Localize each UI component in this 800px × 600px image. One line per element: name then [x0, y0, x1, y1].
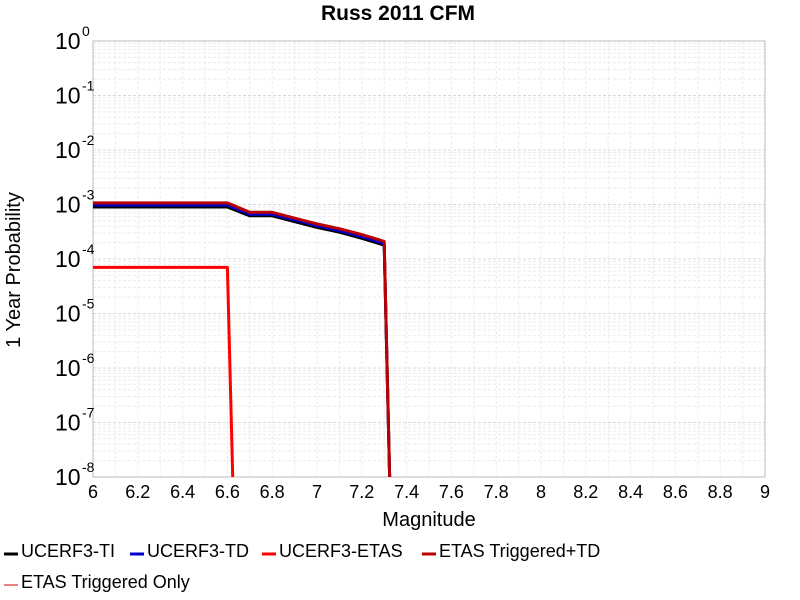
- series-line-1: [93, 203, 392, 477]
- chart-title: Russ 2011 CFM: [321, 2, 475, 25]
- y-tick-exponent: -7: [82, 405, 95, 421]
- series-layer: [93, 201, 392, 477]
- legend-label: UCERF3-TD: [147, 541, 249, 561]
- y-tick-label: 10: [55, 301, 81, 327]
- series-line-3: [93, 201, 392, 477]
- y-tick-label: 10: [55, 464, 81, 490]
- y-tick-label: 10: [55, 246, 81, 272]
- y-tick-exponent: -5: [82, 296, 95, 312]
- legend-label: UCERF3-TI: [21, 541, 115, 561]
- y-tick-label: 10: [55, 192, 81, 218]
- legend-label: ETAS Triggered+TD: [439, 541, 600, 561]
- y-tick-exponent: 0: [82, 23, 90, 39]
- y-tick-label: 10: [55, 355, 81, 381]
- y-tick-exponent: -8: [82, 459, 95, 475]
- legend-label: ETAS Triggered Only: [21, 572, 190, 592]
- y-tick-exponent: -3: [82, 187, 95, 203]
- y-tick-label: 10: [55, 410, 81, 436]
- legend-label: UCERF3-ETAS: [279, 541, 403, 561]
- y-axis-label: 1 Year Probability: [3, 192, 25, 348]
- series-line-2: [93, 265, 235, 477]
- x-tick-label: 6.6: [215, 482, 240, 502]
- x-tick-labels: 6 6.2 6.4 6.6 6.8 7 7.2 7.4 7.6 7.8 8 8.2 8.4 8.6 8.8 9: [88, 482, 770, 502]
- x-tick-label: 6.8: [260, 482, 285, 502]
- y-tick-exponent: -6: [82, 350, 95, 366]
- x-tick-label: 7.2: [349, 482, 374, 502]
- x-tick-label: 6.4: [170, 482, 195, 502]
- x-tick-label: 7.8: [484, 482, 509, 502]
- y-tick-label: 10: [55, 83, 81, 109]
- y-tick-exponent: -2: [82, 132, 95, 148]
- y-tick-exponent: -4: [82, 241, 95, 257]
- x-tick-label: 6: [88, 482, 98, 502]
- x-tick-label: 8.8: [708, 482, 733, 502]
- x-tick-label: 7.4: [394, 482, 419, 502]
- grid: [92, 41, 766, 478]
- x-tick-label: 8: [536, 482, 546, 502]
- x-axis-label: Magnitude: [382, 509, 475, 531]
- x-tick-label: 9: [760, 482, 770, 502]
- x-tick-label: 7.6: [439, 482, 464, 502]
- y-tick-label: 10: [55, 28, 81, 54]
- x-tick-label: 6.2: [125, 482, 150, 502]
- x-tick-label: 8.6: [663, 482, 688, 502]
- x-tick-label: 8.4: [618, 482, 643, 502]
- y-tick-exponent: -1: [82, 78, 95, 94]
- x-tick-label: 7: [312, 482, 322, 502]
- plot-area: [92, 40, 766, 478]
- y-tick-label: 10: [55, 137, 81, 163]
- x-tick-label: 8.2: [573, 482, 598, 502]
- legend: UCERF3-TI UCERF3-TD UCERF3-ETAS ETAS Trigge…: [4, 541, 600, 592]
